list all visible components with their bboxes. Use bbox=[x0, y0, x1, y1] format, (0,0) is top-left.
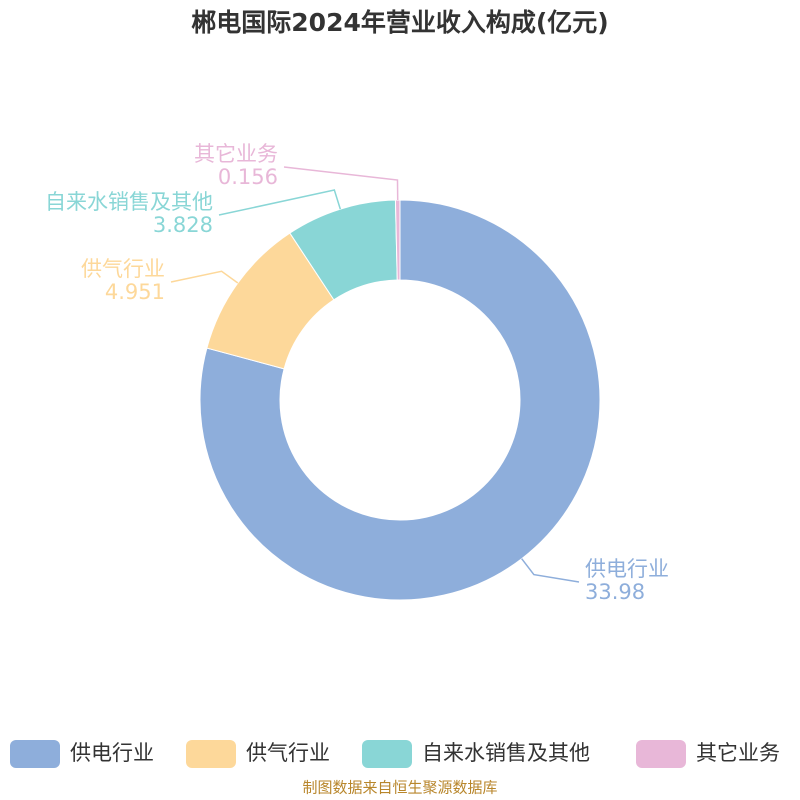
chart-title: 郴电国际2024年营业收入构成(亿元) bbox=[191, 8, 608, 37]
donut-slice bbox=[394, 199, 401, 281]
slice-value: 3.828 bbox=[153, 213, 213, 237]
legend-label: 供气行业 bbox=[246, 741, 330, 765]
legend-label: 供电行业 bbox=[70, 741, 154, 765]
legend-label: 其它业务 bbox=[696, 741, 780, 765]
slice-value: 4.951 bbox=[105, 280, 165, 304]
legend-label: 自来水销售及其他 bbox=[422, 741, 590, 765]
slice-label: 供电行业 bbox=[585, 557, 669, 581]
leader-line bbox=[283, 166, 399, 201]
leader-line bbox=[218, 189, 342, 216]
slice-value: 33.98 bbox=[585, 580, 645, 604]
slice-value: 0.156 bbox=[218, 165, 278, 189]
slice-label: 自来水销售及其他 bbox=[45, 190, 213, 214]
leader-line bbox=[521, 558, 580, 583]
leader-line bbox=[170, 270, 239, 284]
slice-label: 供气行业 bbox=[81, 257, 165, 281]
legend-swatch bbox=[636, 740, 686, 768]
legend-swatch bbox=[362, 740, 412, 768]
donut-slice bbox=[199, 199, 601, 601]
legend-swatch bbox=[186, 740, 236, 768]
source-note: 制图数据来自恒生聚源数据库 bbox=[302, 779, 497, 797]
slice-label: 其它业务 bbox=[194, 142, 278, 166]
legend-swatch bbox=[10, 740, 60, 768]
